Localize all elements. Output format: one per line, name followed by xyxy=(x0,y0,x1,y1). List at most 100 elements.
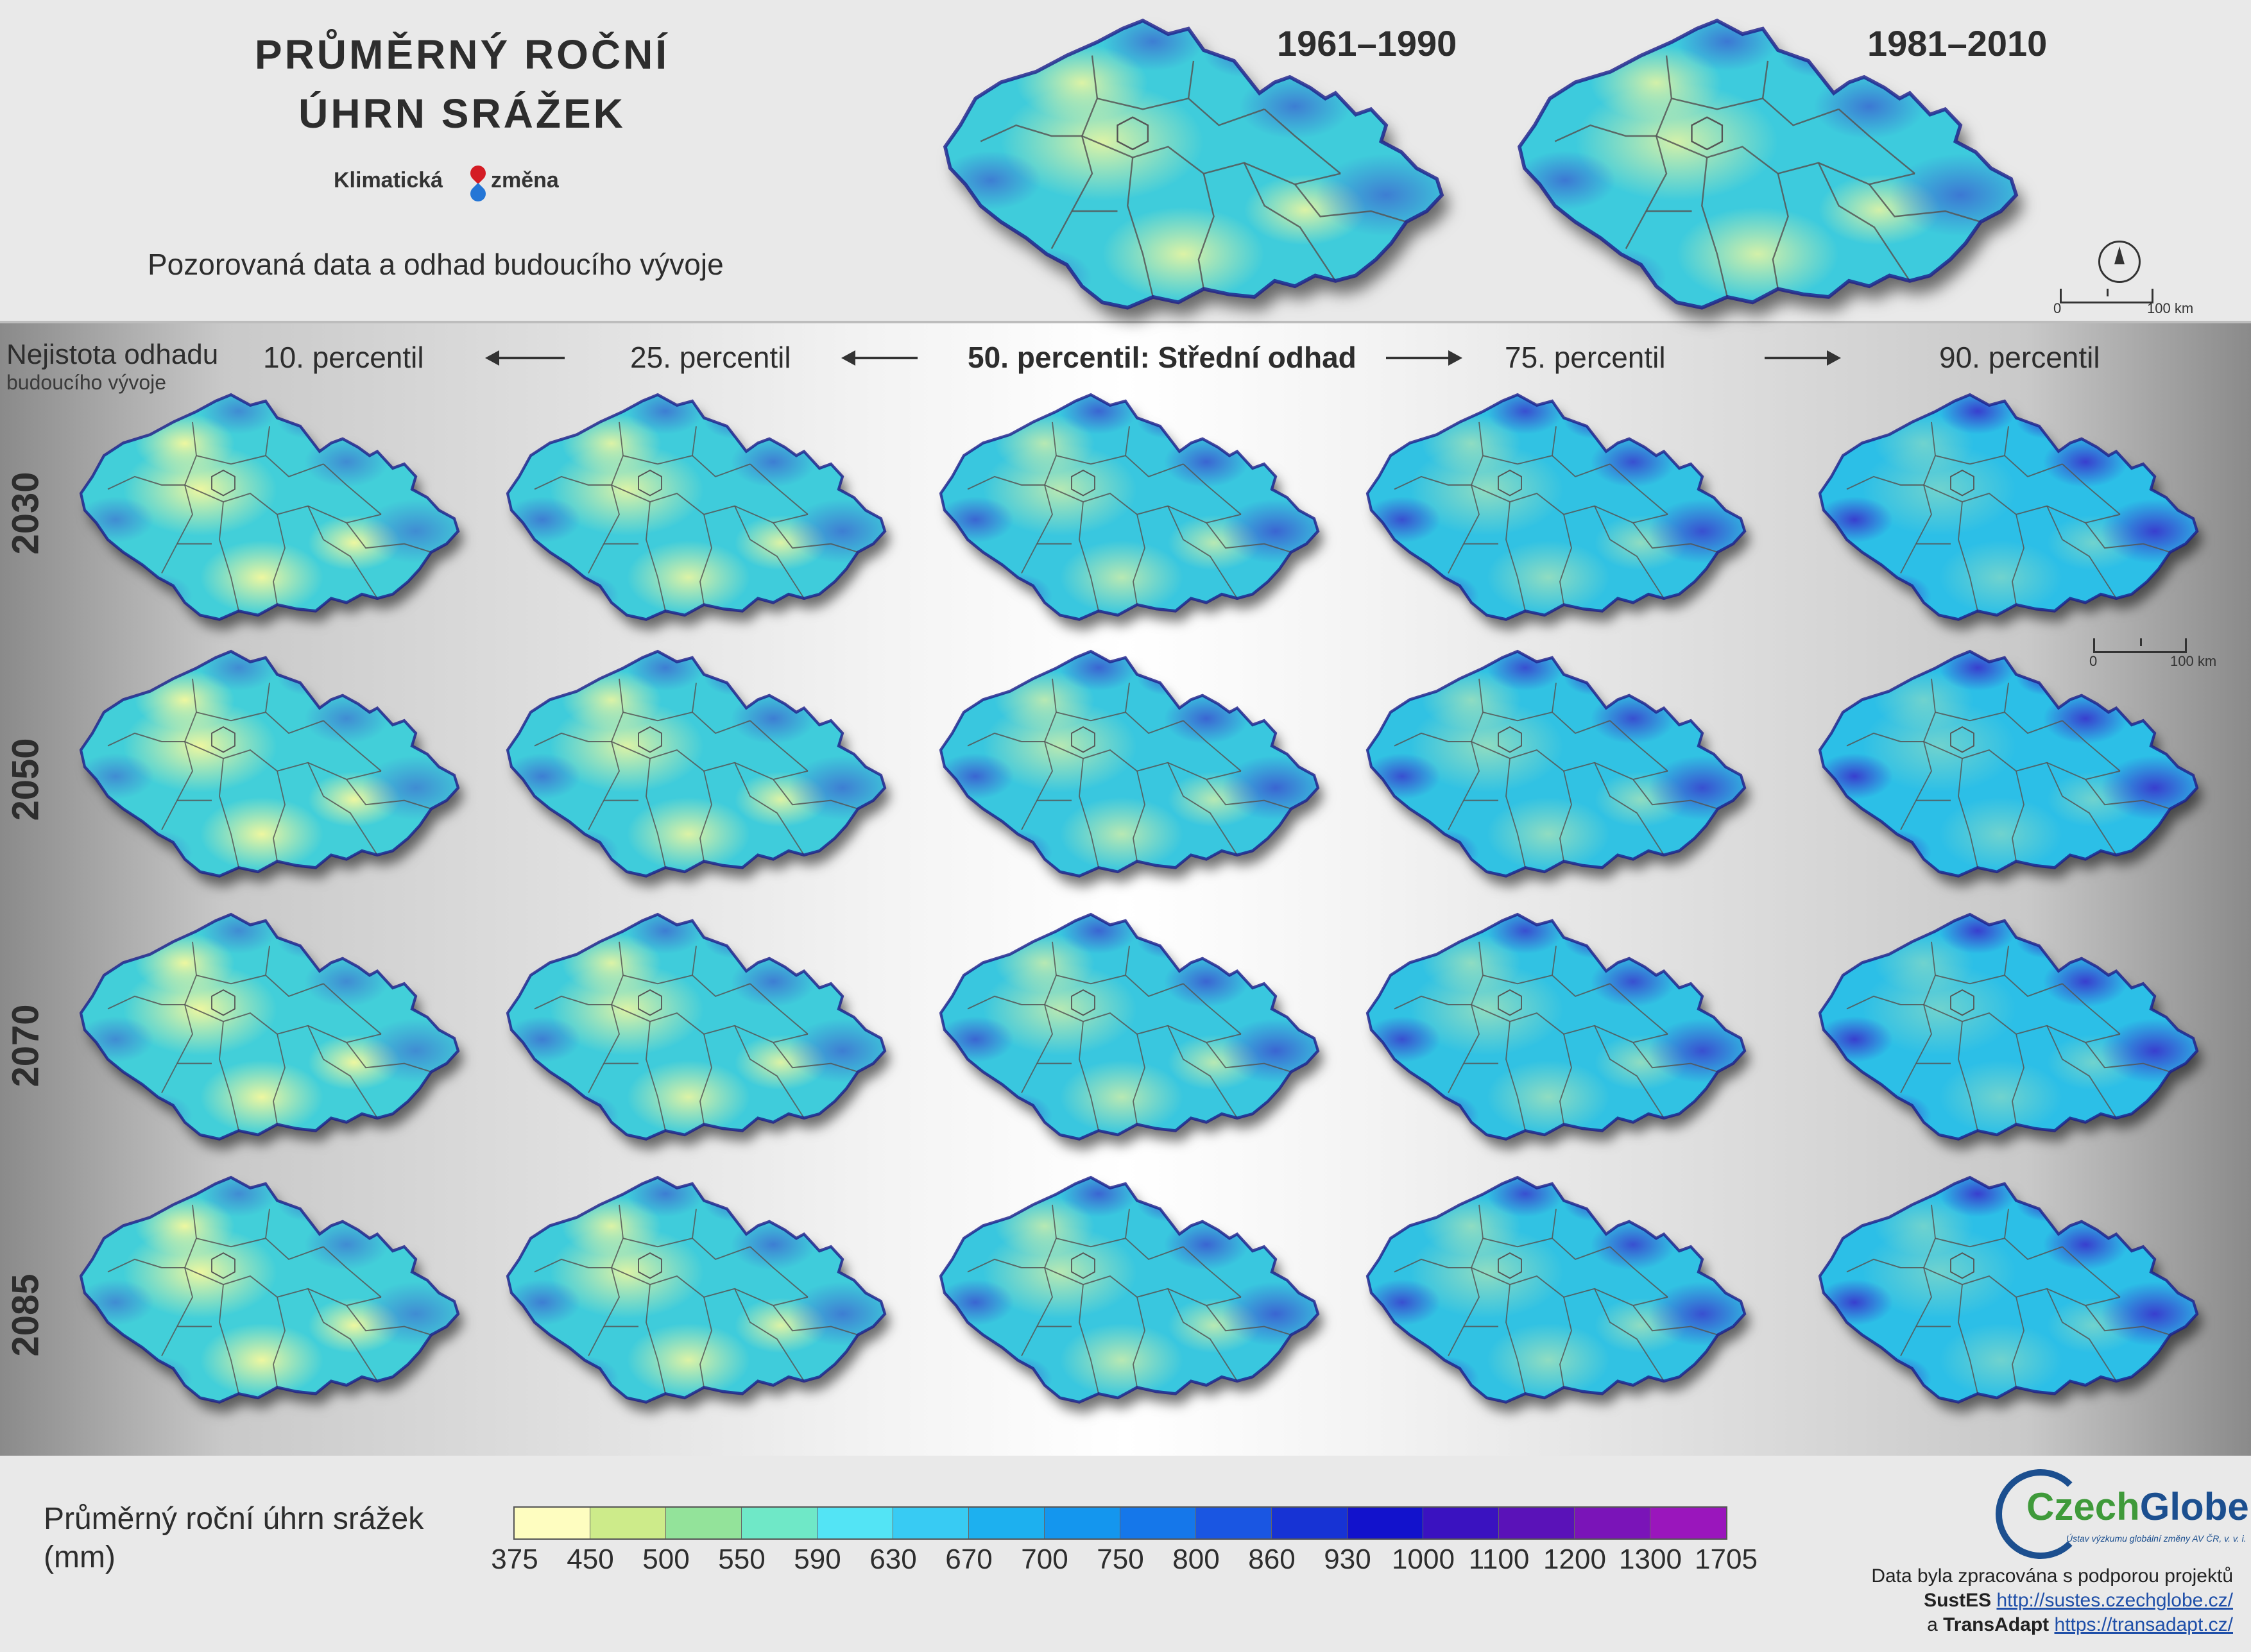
legend-swatch xyxy=(1423,1508,1499,1538)
legend-tick-label: 550 xyxy=(718,1544,766,1575)
row-label-2070: 2070 xyxy=(4,1004,47,1087)
legend-tick-label: 750 xyxy=(1097,1544,1144,1575)
legend-tick-label: 1705 xyxy=(1695,1544,1758,1575)
legend-tick-label: 500 xyxy=(642,1544,690,1575)
legend-tick-label: 930 xyxy=(1324,1544,1371,1575)
scalebar-top-start: 0 xyxy=(2053,300,2062,316)
column-header-p90: 90. percentil xyxy=(1939,341,2100,374)
period-label-1981-2010: 1981–2010 xyxy=(1867,23,2048,64)
map-2085-p50 xyxy=(937,1175,1322,1406)
legend-tick-label: 800 xyxy=(1172,1544,1220,1575)
legend-tick-label: 700 xyxy=(1021,1544,1068,1575)
column-header-p75: 75. percentil xyxy=(1505,341,1666,374)
map-2085-p75 xyxy=(1364,1175,1749,1406)
legend-tick-label: 670 xyxy=(945,1544,993,1575)
map-2050-p75 xyxy=(1364,649,1749,880)
legend-swatch xyxy=(969,1508,1045,1538)
map-2030-p50 xyxy=(937,393,1322,624)
map-2070-p50 xyxy=(937,912,1322,1143)
legend-tick-label: 1300 xyxy=(1619,1544,1682,1575)
legend-swatch xyxy=(1650,1508,1726,1538)
legend-tick-label: 450 xyxy=(567,1544,614,1575)
map-2085-p25 xyxy=(504,1175,889,1406)
legend-tick-label: 1100 xyxy=(1468,1544,1530,1575)
map-2030-p75 xyxy=(1364,393,1749,624)
map-observed-1961-1990 xyxy=(940,18,1447,313)
legend-swatch xyxy=(1575,1508,1650,1538)
legend-swatch xyxy=(1499,1508,1575,1538)
map-title-line1: PRŮMĚRNÝ ROČNÍ xyxy=(254,31,670,78)
credit-line: Data byla zpracována s podporou projektů xyxy=(1871,1565,2233,1587)
column-header-p25: 25. percentil xyxy=(630,341,791,374)
connector-text: a xyxy=(1927,1614,1938,1635)
scalebar-top-end: 100 km xyxy=(2147,300,2194,316)
legend-swatch xyxy=(515,1508,590,1538)
map-2070-p10 xyxy=(77,912,462,1143)
uncertainty-sublabel: budoucího vývoje xyxy=(6,371,167,394)
legend-title: Průměrný roční úhrn srážek xyxy=(44,1502,424,1536)
legend-swatch xyxy=(1196,1508,1272,1538)
map-2030-p25 xyxy=(504,393,889,624)
arrow-left-icon xyxy=(841,350,918,366)
map-2070-p75 xyxy=(1364,912,1749,1143)
arrow-left-icon xyxy=(485,350,565,366)
column-header-p10: 10. percentil xyxy=(263,341,424,374)
scalebar-top xyxy=(2060,289,2153,303)
map-2085-p90 xyxy=(1816,1175,2201,1406)
legend-swatch xyxy=(1348,1508,1423,1538)
czechglobe-institute: Ústav výzkumu globální změny AV ČR, v. v… xyxy=(2066,1533,2247,1544)
czechglobe-name: CzechGlobe xyxy=(2026,1485,2249,1528)
north-arrow-icon xyxy=(2098,241,2141,283)
row-label-2030: 2030 xyxy=(4,472,47,555)
legend-tick-label: 375 xyxy=(491,1544,538,1575)
row-label-2050: 2050 xyxy=(4,738,47,821)
subtitle: Pozorovaná data a odhad budoucího vývoje xyxy=(148,248,724,281)
legend-swatch xyxy=(1120,1508,1196,1538)
legend-tick-label: 1000 xyxy=(1392,1544,1455,1575)
logo-text-klimaticka: Klimatická xyxy=(334,168,443,192)
arrow-right-icon xyxy=(1765,350,1841,366)
link-sustes[interactable]: http://sustes.czechglobe.cz/ xyxy=(1996,1590,2233,1611)
credit-project-transadapt: a TransAdapt https://transadapt.cz/ xyxy=(1927,1614,2233,1636)
legend-swatch xyxy=(666,1508,742,1538)
legend-swatch xyxy=(893,1508,969,1538)
map-2085-p10 xyxy=(77,1175,462,1406)
legend-swatch xyxy=(1272,1508,1348,1538)
row-label-2085: 2085 xyxy=(4,1273,47,1357)
legend-color-bar xyxy=(513,1506,1727,1540)
map-2030-p10 xyxy=(77,393,462,624)
legend-tick-label: 860 xyxy=(1248,1544,1296,1575)
legend-swatch xyxy=(817,1508,893,1538)
footer-area xyxy=(0,1456,2251,1652)
legend-swatch xyxy=(1045,1508,1120,1538)
map-2050-p90 xyxy=(1816,649,2201,880)
scalebar-grid-start: 0 xyxy=(2089,653,2098,669)
column-header-p50: 50. percentil: Střední odhad xyxy=(968,341,1357,374)
logo-text-zmena: změna xyxy=(491,168,559,192)
period-label-1961-1990: 1961–1990 xyxy=(1277,23,1457,64)
map-2070-p25 xyxy=(504,912,889,1143)
legend-swatch xyxy=(742,1508,817,1538)
czechglobe-logo: CzechGlobe Ústav výzkumu globální změny … xyxy=(1996,1469,2249,1559)
project-transadapt-name: TransAdapt xyxy=(1943,1614,2050,1635)
scalebar-grid xyxy=(2093,638,2187,653)
map-observed-1981-2010 xyxy=(1514,18,2021,313)
map-2050-p50 xyxy=(937,649,1322,880)
arrow-right-icon xyxy=(1386,350,1462,366)
legend-tick-label: 590 xyxy=(794,1544,841,1575)
project-sustes-name: SustES xyxy=(1924,1590,1992,1611)
link-transadapt[interactable]: https://transadapt.cz/ xyxy=(2054,1614,2233,1635)
czechglobe-ring-icon xyxy=(1996,1469,2085,1559)
map-2070-p90 xyxy=(1816,912,2201,1143)
map-2050-p25 xyxy=(504,649,889,880)
uncertainty-label: Nejistota odhadu xyxy=(6,339,219,370)
map-2030-p90 xyxy=(1816,393,2201,624)
credit-project-sustes: SustES http://sustes.czechglobe.cz/ xyxy=(1924,1590,2233,1612)
legend-tick-label: 630 xyxy=(869,1544,917,1575)
scalebar-grid-end: 100 km xyxy=(2170,653,2217,669)
map-title-line2: ÚHRN SRÁŽEK xyxy=(298,90,626,137)
legend-swatch xyxy=(590,1508,666,1538)
legend-unit: (mm) xyxy=(44,1540,116,1574)
map-2050-p10 xyxy=(77,649,462,880)
legend-tick-label: 1200 xyxy=(1543,1544,1606,1575)
